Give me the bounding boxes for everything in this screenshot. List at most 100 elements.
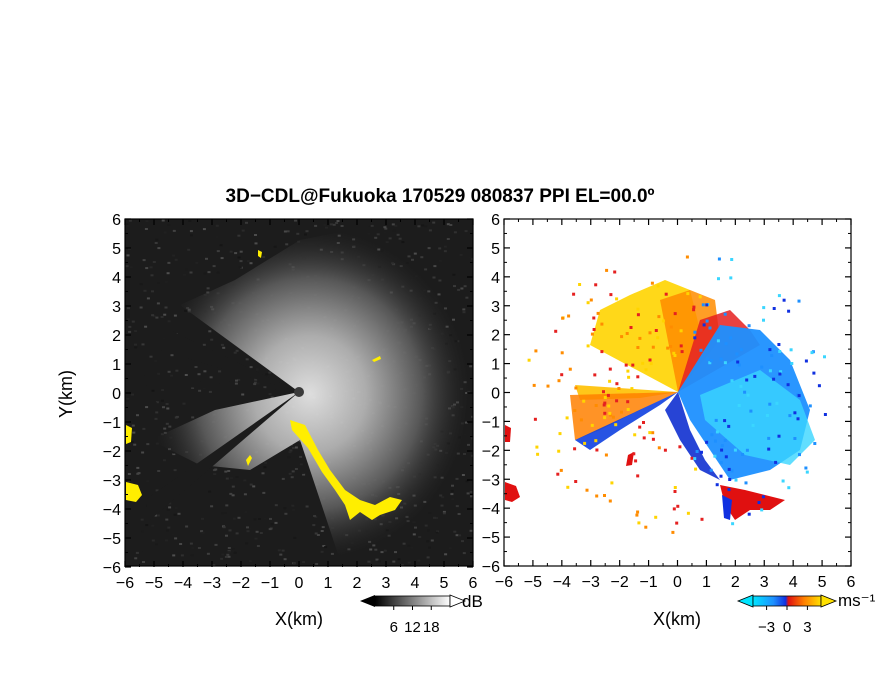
- noise-speck: [189, 230, 193, 233]
- noise-speck: [256, 382, 260, 385]
- velocity-speck: [705, 319, 709, 323]
- velocity-speck: [772, 377, 776, 381]
- noise-speck: [383, 231, 387, 234]
- velocity-speck: [782, 298, 786, 302]
- x-tick-label: −2: [232, 575, 250, 592]
- velocity-speck: [715, 483, 719, 487]
- velocity-speck: [594, 439, 598, 443]
- y-tick-label: −3: [482, 472, 500, 489]
- noise-speck: [446, 238, 450, 240]
- velocity-speck: [747, 512, 751, 516]
- noise-speck: [146, 443, 150, 446]
- noise-speck: [174, 258, 178, 261]
- noise-speck: [225, 504, 229, 507]
- velocity-speck: [765, 414, 769, 417]
- velocity-speck: [805, 470, 809, 474]
- noise-speck: [186, 372, 189, 375]
- velocity-speck: [676, 504, 680, 508]
- velocity-speck: [693, 336, 697, 340]
- velocity-speck: [626, 408, 630, 411]
- velocity-speck: [567, 314, 571, 318]
- noise-speck: [191, 547, 195, 549]
- velocity-speck: [573, 447, 577, 451]
- left-colorbar-bar: [374, 595, 451, 607]
- velocity-speck: [582, 399, 586, 403]
- noise-speck: [254, 242, 258, 245]
- noise-speck: [332, 223, 336, 226]
- noise-speck: [235, 476, 239, 478]
- noise-speck: [430, 539, 434, 542]
- noise-speck: [166, 529, 169, 532]
- noise-speck: [157, 372, 161, 375]
- noise-speck: [177, 512, 181, 515]
- noise-speck: [233, 551, 237, 554]
- noise-speck: [299, 455, 303, 458]
- noise-speck: [134, 346, 138, 349]
- noise-speck: [296, 232, 300, 235]
- velocity-speck: [586, 301, 590, 305]
- noise-speck: [314, 532, 318, 535]
- velocity-speck: [717, 277, 720, 281]
- y-tick-label: −5: [482, 530, 500, 547]
- noise-speck: [462, 311, 466, 314]
- noise-speck: [227, 550, 231, 553]
- velocity-speck: [762, 306, 766, 310]
- y-tick-label: −3: [103, 473, 121, 490]
- velocity-speck: [767, 436, 771, 440]
- noise-speck: [172, 451, 176, 454]
- velocity-speck: [817, 384, 821, 388]
- noise-speck: [292, 447, 295, 449]
- velocity-speck: [778, 372, 782, 376]
- noise-speck: [141, 343, 145, 346]
- noise-speck: [260, 252, 264, 255]
- noise-speck: [433, 265, 437, 268]
- velocity-speck: [757, 501, 761, 504]
- y-tick-label: 4: [112, 270, 121, 287]
- noise-speck: [201, 517, 204, 520]
- velocity-speck: [778, 350, 782, 353]
- velocity-speck: [590, 423, 594, 427]
- velocity-speck: [747, 324, 751, 328]
- noise-speck: [291, 504, 295, 507]
- noise-speck: [180, 554, 184, 557]
- noise-speck: [450, 493, 454, 496]
- noise-speck: [394, 551, 397, 554]
- noise-speck: [417, 559, 421, 562]
- noise-speck: [223, 512, 227, 514]
- noise-speck: [173, 314, 177, 317]
- velocity-speck: [559, 468, 563, 472]
- velocity-speck: [745, 378, 749, 382]
- noise-speck: [277, 549, 281, 552]
- y-tick-label: 3: [112, 299, 121, 316]
- velocity-speck: [701, 303, 705, 307]
- noise-speck: [438, 259, 442, 262]
- noise-speck: [225, 477, 229, 480]
- noise-speck: [127, 473, 131, 475]
- noise-speck: [262, 491, 266, 494]
- noise-speck: [280, 450, 283, 453]
- noise-speck: [202, 343, 206, 346]
- noise-speck: [329, 223, 333, 226]
- velocity-speck: [790, 362, 794, 365]
- velocity-speck: [673, 490, 677, 493]
- velocity-speck: [556, 472, 560, 476]
- y-tick-label: 2: [112, 328, 121, 345]
- velocity-speck: [536, 452, 540, 456]
- velocity-speck: [715, 430, 719, 434]
- noise-speck: [155, 543, 158, 546]
- noise-speck: [455, 477, 459, 480]
- noise-speck: [224, 470, 228, 473]
- velocity-speck: [608, 499, 612, 503]
- velocity-speck: [633, 433, 637, 437]
- velocity-speck: [560, 373, 564, 377]
- right-speckle-texture: [527, 255, 827, 534]
- velocity-speck: [627, 375, 631, 379]
- noise-speck: [142, 427, 146, 430]
- noise-speck: [125, 265, 129, 268]
- velocity-speck: [603, 416, 607, 420]
- x-tick-label: −1: [639, 574, 657, 591]
- noise-speck: [392, 229, 396, 232]
- velocity-speck: [620, 335, 624, 339]
- y-tick-label: 0: [491, 386, 500, 403]
